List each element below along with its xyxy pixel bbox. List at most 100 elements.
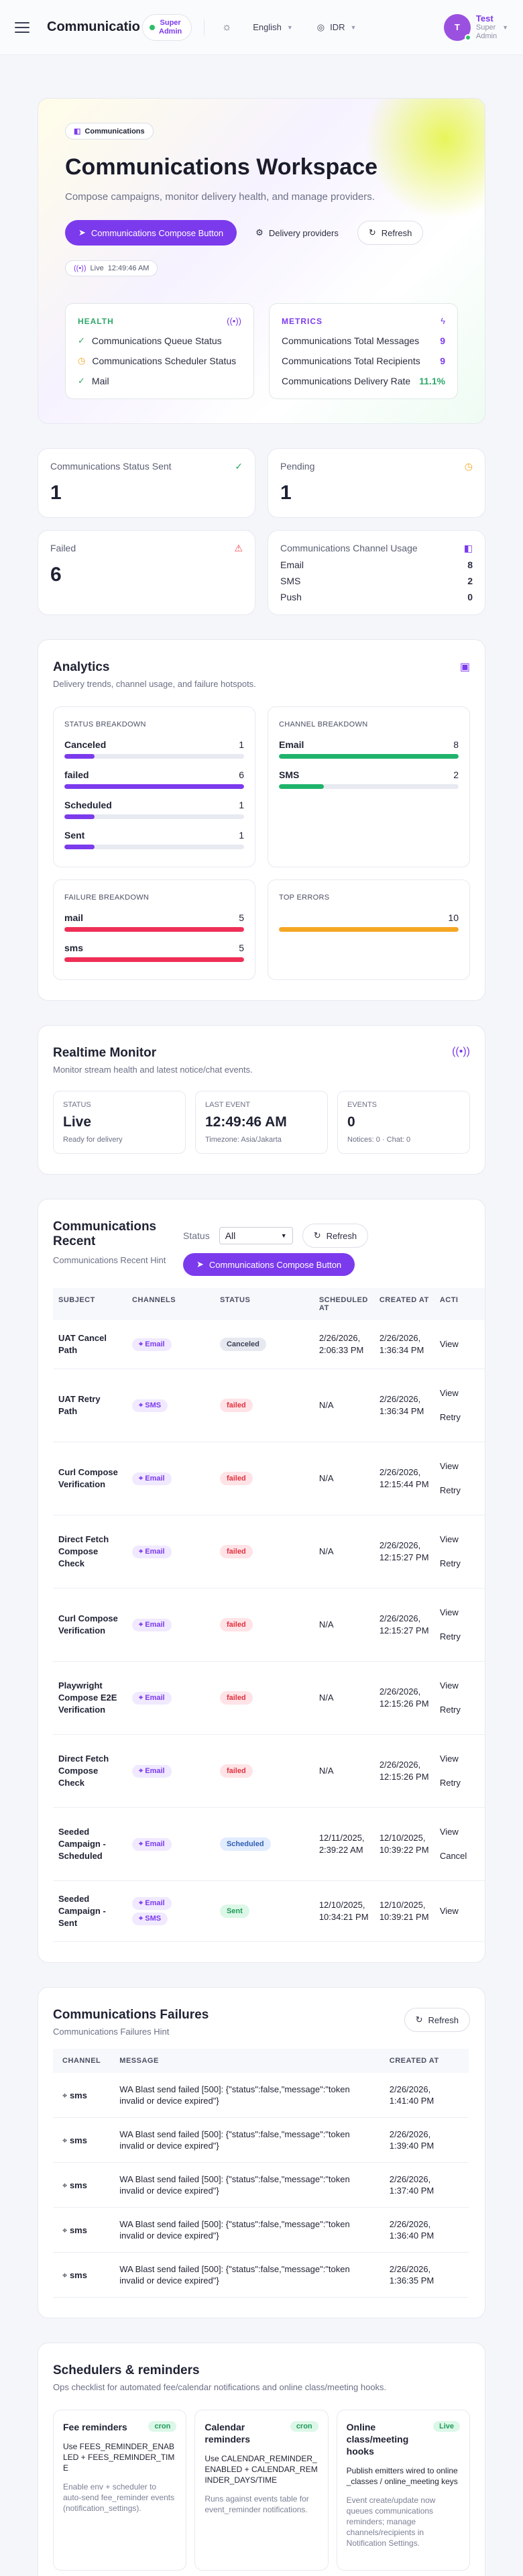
view-button[interactable]: View [439, 1339, 459, 1349]
created-cell: 2/26/2026, 1:36:34 PM [373, 1320, 434, 1369]
bar-track [279, 784, 459, 789]
recent-table-scroll[interactable]: SUBJECT CHANNELS STATUS SCHEDULED AT CREATED… [53, 1288, 485, 1942]
bar-label-row: Email 8 [279, 739, 459, 750]
analytics-section: Analytics Delivery trends, channel usage,… [38, 639, 485, 1001]
broadcast-icon: ((•)) [452, 1046, 470, 1057]
role-label: Super Admin [159, 18, 182, 36]
broadcast-icon: ((•)) [74, 264, 86, 272]
lightning-icon: ϟ [441, 316, 445, 326]
failures-title: Communications Failures [53, 2008, 209, 2022]
created-cell: 2/26/2026, 12:15:27 PM [373, 1515, 434, 1589]
retry-button[interactable]: Retry [439, 1778, 461, 1788]
presentation-icon: ▣ [459, 661, 470, 673]
tag-icon: ⌖ [62, 2135, 70, 2145]
column-header: SUBJECT [53, 1288, 127, 1320]
stat-failed: Failed ⚠ 6 [38, 530, 255, 615]
channels-cell: ⌖ Email [127, 1807, 215, 1881]
scheduler-card: Calendar reminders cron Use CALENDAR_REMI… [194, 2410, 329, 2571]
scheduled-cell: 2/26/2026, 2:06:33 PM [313, 1320, 374, 1369]
communications-failures: Communications Failures Communications Fa… [38, 1987, 485, 2318]
created-cell: 2/26/2026, 12:15:26 PM [373, 1661, 434, 1735]
created-cell: 2/26/2026, 1:41:40 PM [380, 2073, 469, 2118]
retry-button[interactable]: Retry [439, 1412, 461, 1422]
tag-icon: ⌖ [62, 2224, 70, 2235]
status-badge: Canceled [219, 1338, 266, 1351]
channel-breakdown: CHANNEL BREAKDOWN Email 8 SMS 2 [268, 706, 470, 867]
channel-cell: ⌖ sms [53, 2117, 111, 2163]
retry-button[interactable]: Retry [439, 1558, 461, 1568]
subject-cell: Seeded Campaign - Scheduled [53, 1807, 127, 1881]
view-button[interactable]: View [439, 1680, 459, 1690]
status-breakdown: STATUS BREAKDOWN Canceled 1 failed 6 Schedul… [53, 706, 255, 867]
actions-cell: View Cancel [434, 1807, 485, 1881]
view-button[interactable]: View [439, 1906, 459, 1916]
table-row: Curl Compose Verification ⌖ Email failed N/… [53, 1588, 485, 1662]
online-indicator-icon [464, 34, 471, 41]
compose-button[interactable]: ➤ Communications Compose Button [183, 1253, 355, 1276]
actions-cell: View Retry [434, 1661, 485, 1735]
user-info: Test Super Admin [475, 13, 498, 40]
refresh-button[interactable]: ↻ Refresh [404, 2008, 470, 2032]
scheduled-cell: N/A [313, 1661, 374, 1735]
warning-triangle-icon: ⚠ [234, 543, 243, 553]
view-button[interactable]: View [439, 1461, 459, 1471]
subject-cell: Curl Compose Verification [53, 1588, 127, 1662]
chevron-down-icon: ▼ [350, 23, 357, 31]
bar-track [64, 754, 244, 759]
scheduled-cell: N/A [313, 1442, 374, 1515]
refresh-button[interactable]: ↻ Refresh [357, 221, 424, 245]
status-cell: failed [214, 1661, 314, 1735]
currency-select[interactable]: ◎ IDR ▼ [316, 21, 357, 33]
subject-cell: UAT Retry Path [53, 1368, 127, 1442]
created-cell: 12/10/2025, 10:39:22 PM [373, 1807, 434, 1881]
column-header: CHANNEL [53, 2049, 111, 2073]
status-cell: failed [214, 1588, 314, 1662]
view-button[interactable]: View [439, 1754, 459, 1764]
bar-track [64, 957, 244, 962]
menu-icon[interactable] [15, 21, 30, 33]
theme-toggle-sun-icon[interactable]: ☼ [221, 21, 232, 33]
actions-cell: View Retry [434, 1734, 485, 1808]
column-header: STATUS [214, 1288, 314, 1320]
status-dot-icon [150, 24, 155, 30]
user-menu[interactable]: T Test Super Admin ▼ [443, 13, 508, 41]
check-circle-icon: ✓ [78, 335, 85, 345]
scheduler-card: Online class/meeting hooks Live Publish e… [336, 2410, 470, 2571]
bar-fill [279, 927, 459, 932]
bar-label: failed [64, 769, 89, 780]
table-row: Direct Fetch Compose Check ⌖ Email failed N… [53, 1734, 485, 1808]
bar-fill [279, 784, 324, 789]
monitor-status: STATUS Live Ready for delivery [53, 1091, 186, 1154]
view-button[interactable]: View [439, 1388, 459, 1398]
view-button[interactable]: View [439, 1607, 459, 1617]
status-badge: failed [219, 1764, 253, 1778]
cancel-button[interactable]: Cancel [439, 1851, 467, 1861]
metric-row: Communications Total Recipients 9 [282, 356, 445, 366]
retry-button[interactable]: Retry [439, 1631, 461, 1642]
channel-cell: ⌖ sms [53, 2162, 111, 2208]
subject-cell: Direct Fetch Compose Check [53, 1515, 127, 1589]
channel-badge: ⌖ SMS [132, 1913, 168, 1925]
status-badge: failed [219, 1545, 253, 1558]
chevron-down-icon: ▼ [280, 1232, 287, 1239]
clock-icon: ◷ [78, 356, 86, 366]
bar-value: 1 [239, 830, 244, 841]
column-header: CREATED AT [373, 1288, 434, 1320]
retry-button[interactable]: Retry [439, 1485, 461, 1495]
retry-button[interactable]: Retry [439, 1705, 461, 1715]
refresh-button[interactable]: ↻ Refresh [302, 1224, 369, 1248]
bar-value: 5 [239, 912, 244, 923]
view-button[interactable]: View [439, 1534, 459, 1544]
check-circle-icon: ✓ [235, 461, 243, 472]
subject-cell: Seeded Campaign - Sent [53, 1880, 127, 1942]
view-button[interactable]: View [439, 1827, 459, 1837]
channels-cell: ⌖ Email ⌖ SMS [127, 1880, 215, 1942]
metric-row: Communications Total Messages 9 [282, 335, 445, 346]
language-select[interactable]: English ▼ [253, 22, 293, 32]
recent-communications: Communications Recent Communications Rec… [38, 1199, 485, 1963]
compose-button[interactable]: ➤ Communications Compose Button [65, 220, 237, 246]
delivery-providers-button[interactable]: ⚙ Delivery providers [255, 227, 339, 238]
status-filter-select[interactable]: All ▼ [219, 1227, 293, 1244]
role-pill[interactable]: Super Admin [142, 13, 192, 41]
tag-icon: ⌖ [62, 2090, 70, 2100]
